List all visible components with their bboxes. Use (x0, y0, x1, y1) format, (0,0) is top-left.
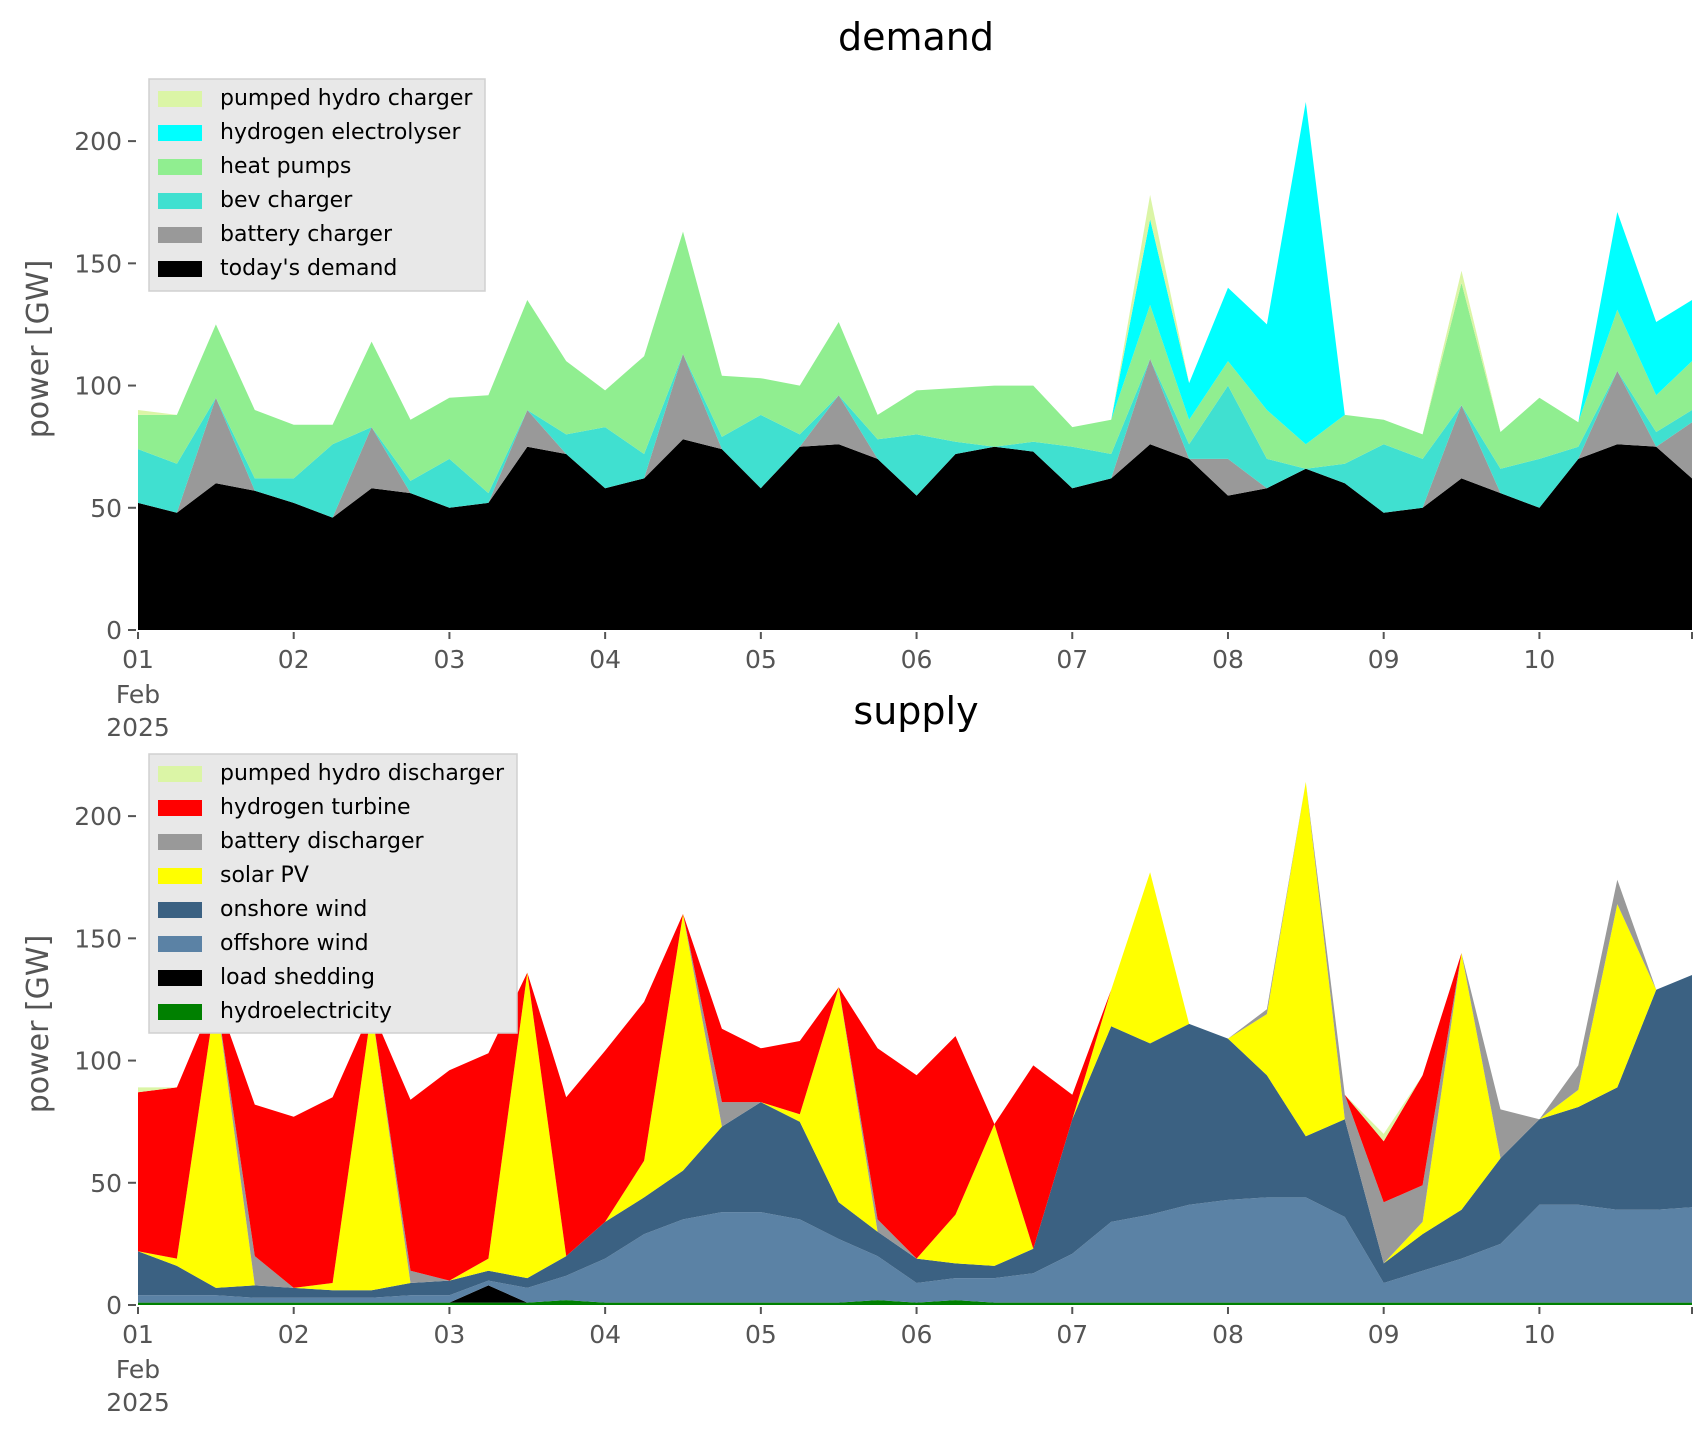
supply-area-hydroelectricity (138, 1300, 1692, 1305)
y-tick-label: 0 (106, 1291, 122, 1320)
y-tick-label: 200 (74, 127, 122, 156)
demand-area-bev-charger (138, 353, 1692, 518)
legend-label-hydrogen-turbine: hydrogen turbine (220, 795, 411, 820)
supply-y-axis: 0 50 100 150 200 (74, 802, 136, 1320)
x-tick-label: 07 (1056, 1320, 1088, 1349)
x-tick-month-label: Feb (116, 1355, 160, 1384)
x-tick-label: 01 (122, 1320, 154, 1349)
y-tick-label: 100 (74, 372, 122, 401)
x-tick-label: 05 (745, 1320, 777, 1349)
x-tick-label: 03 (434, 645, 466, 674)
x-tick-label: 01 (122, 645, 154, 674)
legend-label-battery-discharger: battery discharger (220, 829, 425, 854)
y-tick-label: 50 (90, 1169, 122, 1198)
legend-label-solar-pv: solar PV (220, 863, 309, 888)
x-tick-month-label: Feb (116, 680, 160, 709)
legend-swatch-hydroelectricity (158, 1004, 202, 1020)
legend-swatch-bev-charger (158, 193, 202, 209)
x-tick-label: 03 (434, 1320, 466, 1349)
supply-area-offshore-wind (138, 1197, 1692, 1303)
demand-legend-frame (148, 78, 486, 292)
legend-label-onshore-wind: onshore wind (220, 897, 367, 922)
legend-swatch-hydrogen-turbine (158, 800, 202, 816)
supply-title: supply (853, 689, 978, 733)
legend-swatch-battery-discharger (158, 834, 202, 850)
demand-legend: pumped hydro charger hydrogen electrolys… (148, 78, 486, 292)
legend-label-heat-pumps: heat pumps (220, 154, 351, 179)
legend-label-todays-demand: today's demand (220, 256, 397, 281)
x-tick-label: 05 (745, 645, 777, 674)
legend-label-pumped-hydro-charger: pumped hydro charger (220, 86, 473, 111)
legend-label-bev-charger: bev charger (220, 188, 353, 213)
legend-swatch-solar-pv (158, 868, 202, 884)
supply-x-axis: 01 Feb 2025 02 03 04 05 06 07 08 09 10 (106, 1307, 1693, 1417)
supply-area-layers (138, 781, 1692, 1305)
x-tick-label: 08 (1212, 1320, 1244, 1349)
demand-area-layers (138, 102, 1692, 630)
legend-label-offshore-wind: offshore wind (220, 931, 369, 956)
legend-label-pumped-hydro-discharger: pumped hydro discharger (220, 761, 505, 786)
supply-area-solar-pv (138, 781, 1692, 1291)
demand-y-axis-label: power [GW] (21, 260, 56, 439)
demand-area-heat-pumps (138, 231, 1692, 494)
y-tick-label: 50 (90, 494, 122, 523)
legend-swatch-pumped-hydro-charger (158, 91, 202, 107)
supply-area-hydrogen-turbine (138, 781, 1692, 1288)
legend-swatch-todays-demand (158, 261, 202, 277)
demand-x-axis: 01 Feb 2025 02 03 04 05 06 07 08 09 10 (106, 632, 1693, 742)
x-tick-year-label: 2025 (106, 713, 170, 742)
supply-y-axis-label: power [GW] (21, 935, 56, 1114)
x-tick-label: 10 (1523, 645, 1555, 674)
legend-swatch-battery-charger (158, 227, 202, 243)
legend-swatch-hydrogen-electrolyser (158, 125, 202, 141)
x-tick-label: 09 (1368, 645, 1400, 674)
x-tick-label: 06 (901, 645, 933, 674)
x-tick-label: 08 (1212, 645, 1244, 674)
legend-swatch-offshore-wind (158, 936, 202, 952)
x-tick-label: 04 (589, 1320, 621, 1349)
legend-label-hydrogen-electrolyser: hydrogen electrolyser (220, 120, 461, 145)
legend-label-battery-charger: battery charger (220, 222, 393, 247)
x-tick-label: 02 (278, 1320, 310, 1349)
y-tick-label: 100 (74, 1047, 122, 1076)
supply-legend-frame (148, 753, 518, 1034)
x-tick-label: 04 (589, 645, 621, 674)
x-tick-label: 10 (1523, 1320, 1555, 1349)
demand-title: demand (838, 15, 994, 59)
y-tick-label: 200 (74, 802, 122, 831)
demand-y-axis: 0 50 100 150 200 (74, 127, 136, 645)
x-tick-label: 02 (278, 645, 310, 674)
legend-swatch-heat-pumps (158, 159, 202, 175)
y-tick-label: 150 (74, 924, 122, 953)
legend-label-hydroelectricity: hydroelectricity (220, 999, 392, 1024)
legend-swatch-load-shedding (158, 970, 202, 986)
x-tick-label: 07 (1056, 645, 1088, 674)
demand-area-hydrogen-electrolyser (138, 102, 1692, 445)
legend-label-load-shedding: load shedding (220, 965, 375, 990)
legend-swatch-pumped-hydro-discharger (158, 766, 202, 782)
supply-legend: pumped hydro discharger hydrogen turbine… (148, 753, 518, 1034)
demand-area-today-s-demand (138, 439, 1692, 630)
x-tick-label: 09 (1368, 1320, 1400, 1349)
y-tick-label: 150 (74, 249, 122, 278)
legend-swatch-onshore-wind (158, 902, 202, 918)
x-tick-label: 06 (901, 1320, 933, 1349)
x-tick-year-label: 2025 (106, 1388, 170, 1417)
y-tick-label: 0 (106, 616, 122, 645)
